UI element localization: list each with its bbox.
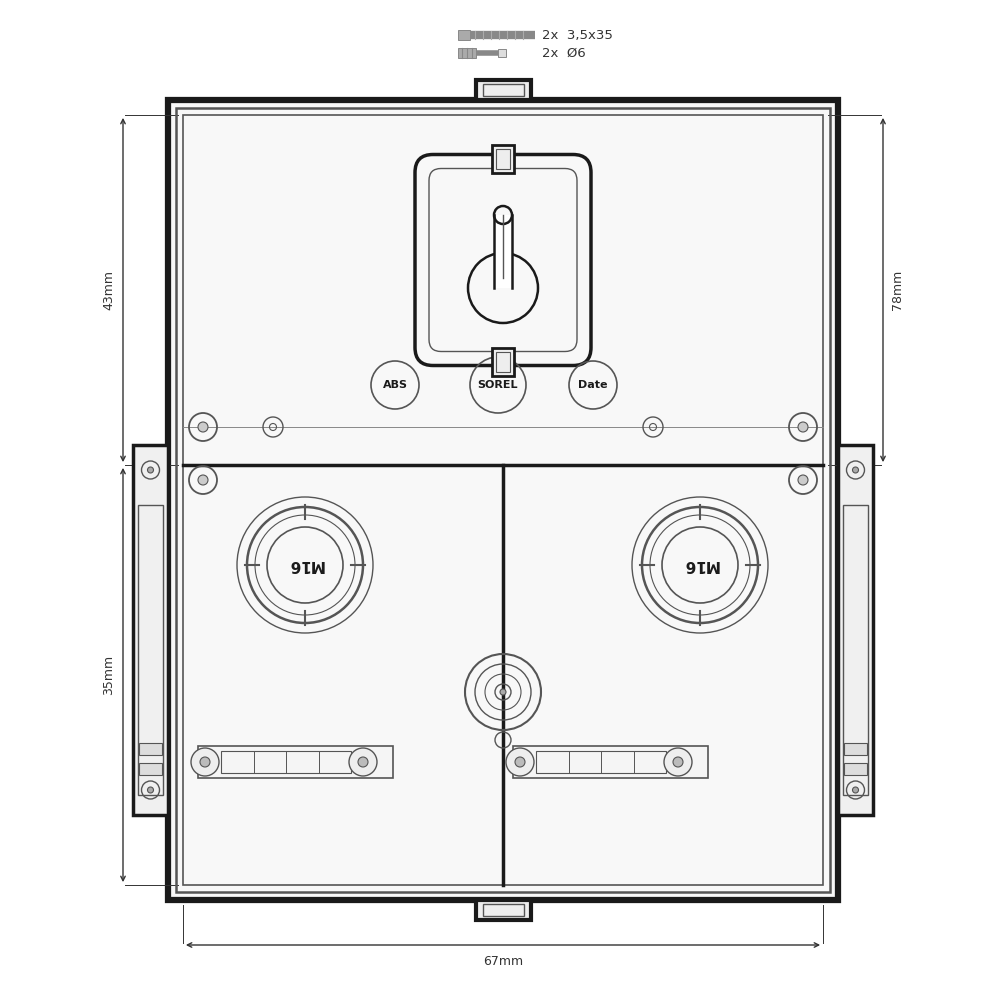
Circle shape [148,467,154,473]
Circle shape [798,475,808,485]
Bar [476,900,530,920]
Bar [482,84,524,96]
Bar [843,505,868,795]
Bar [138,505,163,795]
Text: SOREL: SOREL [478,380,518,390]
Bar [496,352,510,371]
Bar [513,746,708,778]
Bar [844,763,867,775]
Circle shape [148,787,154,793]
Bar [844,743,867,755]
Circle shape [852,467,858,473]
Bar [476,80,530,100]
Text: 35mm: 35mm [102,655,115,695]
Bar [139,743,162,755]
Bar [536,751,666,773]
Text: 2x  3,5x35: 2x 3,5x35 [542,28,613,41]
Circle shape [191,748,219,776]
Bar [458,30,470,40]
Bar [458,48,476,58]
Bar [221,751,351,773]
Circle shape [358,757,368,767]
Text: 43mm: 43mm [102,270,115,310]
Circle shape [198,422,208,432]
Bar [139,763,162,775]
Circle shape [515,757,525,767]
Circle shape [673,757,683,767]
Bar [176,108,830,892]
Circle shape [200,757,210,767]
Bar [496,148,510,168]
Text: M16: M16 [682,558,718,572]
Bar [498,49,506,57]
Text: 67mm: 67mm [483,955,523,968]
Bar [492,144,514,172]
Bar [168,100,838,900]
Circle shape [500,689,506,695]
Bar [183,115,823,885]
Bar [198,746,393,778]
Text: 2x  Ø6: 2x Ø6 [542,46,586,60]
Text: M16: M16 [287,558,323,572]
Bar [492,348,514,375]
Circle shape [798,422,808,432]
Text: Date: Date [578,380,608,390]
Circle shape [852,787,858,793]
Bar [838,445,873,815]
Text: 78mm: 78mm [891,270,904,310]
Bar [482,904,524,916]
Bar [133,445,168,815]
Text: ABS: ABS [382,380,408,390]
Circle shape [349,748,377,776]
Circle shape [506,748,534,776]
Circle shape [664,748,692,776]
Circle shape [198,475,208,485]
Bar [494,215,512,288]
